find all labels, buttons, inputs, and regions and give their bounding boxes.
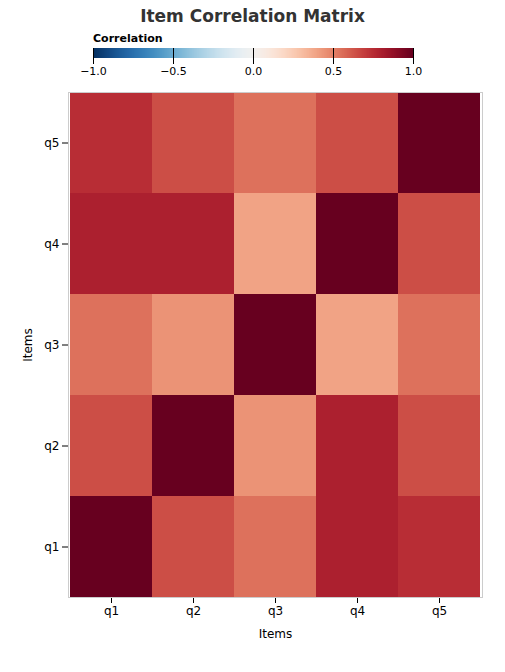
svg-text:0.0: 0.0 [244, 65, 262, 78]
svg-text:q1: q1 [44, 540, 59, 554]
svg-text:−1.0: −1.0 [80, 65, 107, 78]
svg-text:q3: q3 [268, 604, 283, 618]
svg-text:Items: Items [21, 328, 35, 362]
svg-text:q4: q4 [44, 237, 59, 251]
svg-text:Correlation: Correlation [93, 32, 163, 45]
svg-text:1.0: 1.0 [404, 65, 422, 78]
svg-text:0.5: 0.5 [324, 65, 342, 78]
svg-text:q5: q5 [432, 604, 447, 618]
svg-text:Items: Items [259, 627, 293, 641]
svg-text:q3: q3 [44, 338, 59, 352]
svg-text:−0.5: −0.5 [160, 65, 187, 78]
svg-text:q2: q2 [186, 604, 201, 618]
html-text:Item Correlation Matrix: Item Correlation Matrix [140, 6, 365, 26]
svg-text:q4: q4 [350, 604, 365, 618]
svg-text:q1: q1 [104, 604, 119, 618]
svg-text:q5: q5 [44, 136, 59, 150]
svg-text:q2: q2 [44, 439, 59, 453]
